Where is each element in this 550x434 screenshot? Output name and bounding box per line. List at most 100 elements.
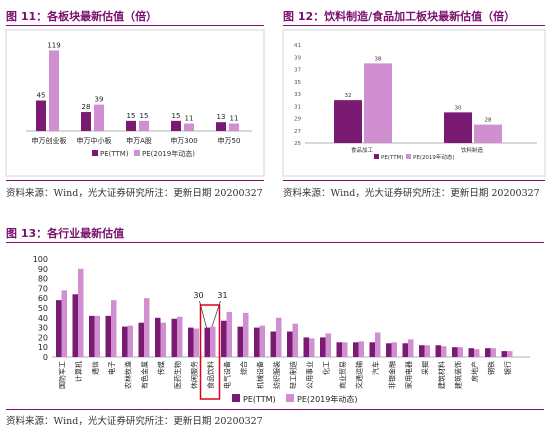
figure12-frame [282, 29, 546, 177]
fig13-category-label-25: 房地产 [470, 361, 479, 382]
fig12-bar-1-1 [474, 124, 502, 143]
fig13-category-label-11: 综合 [239, 361, 248, 375]
fig12-y-tick-3: 31 [294, 104, 301, 110]
fig13-bar-1-13 [276, 317, 282, 357]
fig13-y-tick-10: 100 [33, 255, 48, 264]
fig11-value-label-1-2: 15 [140, 112, 149, 120]
fig13-category-label-8: 休闲服务 [190, 361, 199, 389]
fig13-bar-0-20 [386, 343, 392, 357]
fig13-callout-ttm-leader [199, 300, 207, 328]
figure12-source: 资料来源：Wind，光大证券研究所注：更新日期 20200327 [283, 188, 540, 199]
fig13-bar-0-9 [204, 327, 210, 357]
fig13-category-label-20: 非银金融 [388, 361, 397, 389]
fig13-legend-label-1: PE(2019年动态) [297, 394, 357, 404]
fig13-bar-0-14 [287, 331, 293, 357]
fig13-bar-1-6 [160, 322, 166, 357]
fig13-bar-1-23 [441, 346, 447, 357]
fig13-y-tick-4: 40 [38, 314, 48, 323]
fig13-y-tick-6: 60 [38, 294, 48, 303]
fig13-bar-0-17 [336, 342, 342, 357]
fig13-y-tick-7: 70 [38, 284, 48, 293]
fig13-category-label-16: 化工 [322, 361, 331, 375]
fig12-bar-0-1 [444, 112, 472, 143]
fig13-bar-0-5 [138, 322, 144, 357]
figure11-title: 图 11：各板块最新估值（倍） [6, 10, 158, 23]
fig13-category-label-12: 机械设备 [256, 361, 265, 389]
fig11-legend-swatch-0 [92, 150, 98, 156]
fig13-category-label-6: 传媒 [157, 361, 166, 375]
fig13-bar-1-9 [210, 326, 216, 357]
fig13-category-label-26: 钢铁 [487, 361, 496, 375]
fig12-y-tick-8: 41 [294, 43, 301, 49]
fig12-value-label-1-0: 38 [375, 56, 382, 62]
fig13-bar-0-25 [468, 348, 474, 357]
fig11-legend-label-1: PE(2019年动态) [142, 149, 195, 158]
fig11-bar-1-3 [184, 123, 194, 131]
fig13-bar-1-27 [507, 351, 513, 357]
fig13-legend-swatch-1 [286, 394, 294, 402]
fig11-value-label-1-4: 11 [230, 115, 239, 123]
fig13-category-label-21: 家用电器 [404, 361, 413, 389]
fig13-bar-1-19 [375, 332, 381, 357]
fig11-category-label-1: 申万中小板 [77, 136, 112, 145]
fig13-bar-0-18 [353, 342, 359, 357]
fig13-category-label-13: 纺织服装 [272, 361, 281, 389]
fig13-category-label-27: 银行 [503, 361, 512, 375]
fig11-category-label-2: 申万A股 [126, 136, 152, 145]
fig13-bar-1-14 [292, 323, 298, 357]
fig11-value-label-1-3: 11 [185, 115, 194, 123]
fig13-bar-1-16 [325, 333, 331, 357]
fig13-category-label-10: 电气设备 [223, 361, 232, 389]
fig11-value-label-0-0: 45 [37, 92, 46, 100]
fig11-bar-0-3 [171, 120, 181, 131]
fig13-callout-dyn-label: 31 [217, 291, 227, 300]
fig13-bar-0-6 [155, 317, 161, 357]
fig13-category-label-4: 农林牧渔 [124, 361, 133, 389]
fig13-y-tick-3: 30 [38, 324, 48, 333]
fig13-callout-box [199, 304, 221, 400]
fig13-bar-0-16 [320, 337, 326, 357]
fig13-bar-1-11 [243, 312, 249, 357]
fig12-y-tick-1: 27 [294, 129, 301, 135]
figure11-source: 资料来源：Wind，光大证券研究所注：更新日期 20200327 [6, 188, 263, 199]
fig12-legend-swatch-1 [406, 154, 411, 159]
fig12-category-label-1: 饮料制造 [461, 146, 484, 154]
fig13-legend-label-0: PE(TTM) [243, 395, 276, 404]
fig12-category-label-0: 食品加工 [351, 146, 374, 154]
fig13-category-label-14: 轻工制造 [289, 361, 298, 389]
fig13-category-label-24: 建筑装饰 [454, 361, 463, 389]
figure11-frame [5, 29, 265, 177]
fig11-bar-0-4 [216, 122, 226, 131]
fig11-category-label-0: 申万创业板 [32, 136, 67, 145]
fig13-bar-1-7 [177, 316, 183, 357]
fig11-bar-1-2 [139, 120, 149, 131]
fig13-y-tick-1: 10 [38, 343, 48, 352]
fig13-y-tick-9: 90 [38, 265, 48, 274]
fig13-bar-1-25 [474, 349, 480, 357]
fig11-category-label-3: 申万300 [170, 136, 197, 145]
fig13-category-label-3: 电子 [107, 361, 116, 375]
fig13-callout-ttm-label: 30 [193, 291, 203, 300]
fig13-bar-1-1 [78, 268, 84, 357]
fig12-y-tick-2: 29 [294, 117, 301, 123]
fig13-category-label-0: 国防军工 [58, 361, 67, 389]
figure12-chart: 25 27 29 31 33 35 37 39 41 32 38 食品加工 30 28 饮料制造 PE(TTM… [282, 29, 546, 177]
fig12-y-tick-5: 35 [294, 80, 301, 86]
fig11-value-label-0-4: 13 [217, 113, 226, 121]
fig12-y-tick-7: 39 [294, 55, 301, 61]
figure13-title-rule [6, 242, 544, 243]
fig13-bar-0-8 [188, 327, 194, 357]
fig13-bar-0-3 [105, 315, 111, 357]
figure12-source-rule [283, 180, 545, 181]
fig13-bar-0-24 [452, 347, 458, 357]
fig13-bar-1-18 [358, 341, 364, 357]
fig13-bar-0-22 [419, 345, 425, 357]
figure13-source-rule [6, 409, 544, 410]
fig11-category-label-4: 申万50 [218, 136, 241, 145]
fig13-category-label-9: 食品饮料 [206, 361, 215, 389]
fig11-bar-1-4 [229, 123, 239, 131]
fig13-bar-0-13 [270, 331, 276, 357]
fig13-bar-1-4 [127, 325, 133, 357]
fig11-bar-0-0 [36, 100, 46, 131]
